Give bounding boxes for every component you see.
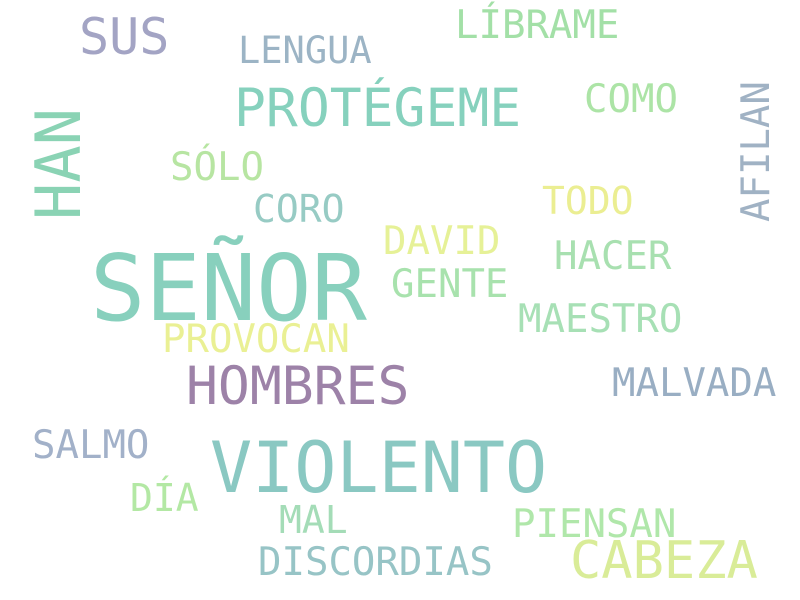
- word-coro: CORO: [253, 187, 345, 231]
- word-hacer: HACER: [554, 234, 672, 279]
- word-discordias: DISCORDIAS: [258, 540, 493, 585]
- word-protegeme: PROTÉGEME: [234, 78, 522, 139]
- word-provocan: PROVOCAN: [162, 317, 350, 362]
- word-salmo: SALMO: [32, 423, 150, 468]
- word-gente: GENTE: [391, 262, 509, 307]
- word-solo: SÓLO: [170, 145, 264, 190]
- word-violento: VIOLENTO: [210, 427, 548, 509]
- word-cabeza: CABEZA: [570, 531, 758, 591]
- word-piensan: PIENSAN: [512, 502, 677, 547]
- word-senor: SEÑOR: [90, 235, 367, 342]
- word-han: HAN: [22, 108, 95, 220]
- word-dia: DÍA: [130, 476, 199, 520]
- word-librame: LÍBRAME: [455, 3, 620, 48]
- word-david: DAVID: [383, 219, 501, 264]
- word-lengua: LENGUA: [238, 29, 372, 72]
- word-hombres: HOMBRES: [186, 356, 410, 417]
- word-afilan: AFILAN: [734, 81, 779, 222]
- word-sus: SUS: [79, 8, 170, 66]
- word-todo: TODO: [542, 179, 634, 223]
- word-malvada: MALVADA: [612, 361, 777, 406]
- word-maestro: MAESTRO: [518, 297, 683, 342]
- word-mal: MAL: [279, 498, 348, 542]
- word-como: COMO: [584, 77, 678, 122]
